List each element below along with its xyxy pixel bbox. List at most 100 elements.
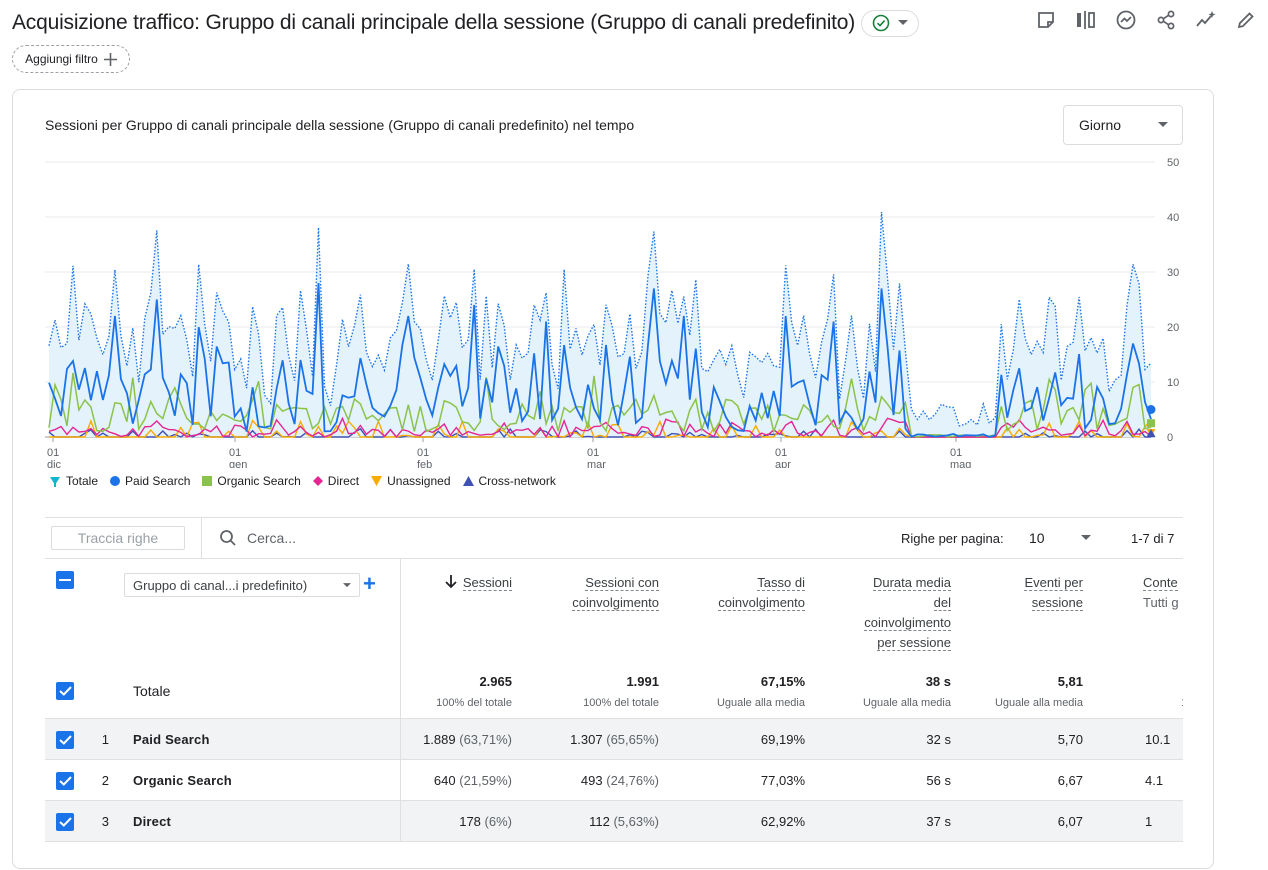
dimension-selector[interactable]: Gruppo di canal...i predefinito) xyxy=(124,573,360,597)
y-tick-label: 40 xyxy=(1167,212,1179,224)
cell-events: 6,67 xyxy=(1057,773,1083,788)
cell-pct: (63,71%) xyxy=(459,732,512,747)
plus-icon xyxy=(103,52,117,66)
col-header-label: Eventi per xyxy=(1024,575,1083,591)
check-icon xyxy=(58,776,72,786)
legend-label: Totale xyxy=(66,474,99,488)
row-channel-name: Direct xyxy=(133,814,172,829)
edit-icon[interactable] xyxy=(1234,8,1258,32)
cell-value: 112 xyxy=(589,814,610,829)
col-header-avg-engagement[interactable]: Durata media del coinvolgimento per sess… xyxy=(827,573,951,653)
x-tick-day: 01 xyxy=(417,447,429,459)
legend-item-unassigned[interactable]: Unassigned xyxy=(371,474,451,488)
rows-per-page-select[interactable]: 10 xyxy=(1029,525,1091,551)
x-tick-day: 01 xyxy=(587,447,599,459)
col-header-label: Conte xyxy=(1143,575,1178,591)
report-toolbar xyxy=(1034,8,1258,32)
col-header-label: Tasso di xyxy=(757,575,805,591)
table-row[interactable]: 3 Direct 178 (6%) 112 (5,63%) 62,92% 37 … xyxy=(45,801,1183,842)
insights-icon[interactable] xyxy=(1114,8,1138,32)
search-input[interactable] xyxy=(245,527,545,549)
dimension-divider xyxy=(400,719,401,759)
table-row[interactable]: 1 Paid Search 1.889 (63,71%) 1.307 (65,6… xyxy=(45,719,1183,760)
triangle-down-marker-icon xyxy=(371,476,383,486)
cell-duration: 56 s xyxy=(926,773,951,788)
cell-conversions: 10.1 xyxy=(1145,732,1171,747)
search-icon xyxy=(219,529,237,550)
track-rows-button[interactable]: Traccia righe xyxy=(51,526,185,550)
row-checkbox[interactable] xyxy=(56,772,74,790)
legend-item-organic-search[interactable]: Organic Search xyxy=(202,474,301,488)
cell-sessions: 640 (21,59%) xyxy=(400,773,512,788)
row-checkbox[interactable] xyxy=(56,731,74,749)
x-tick-month: apr xyxy=(775,459,791,468)
cell-sessions: 178 (6%) xyxy=(400,814,512,829)
legend-item-paid-search[interactable]: Paid Search xyxy=(110,474,190,488)
select-all-checkbox[interactable] xyxy=(56,571,74,589)
pin-icon xyxy=(50,477,60,487)
dimension-divider xyxy=(400,801,401,841)
y-tick-label: 0 xyxy=(1167,432,1173,444)
cell-rate: 77,03% xyxy=(760,773,805,788)
cell-value: 493 xyxy=(580,773,603,788)
check-circle-icon xyxy=(872,14,890,32)
total-sessions: 2.965 xyxy=(479,674,512,689)
rows-per-page-value: 10 xyxy=(1029,530,1045,546)
share-icon[interactable] xyxy=(1154,8,1178,32)
check-icon xyxy=(58,817,72,827)
col-header-engagement-rate[interactable]: Tasso di coinvolgimento xyxy=(681,573,805,613)
dimension-selector-label: Gruppo di canal...i predefinito) xyxy=(133,577,308,593)
x-tick-month: mar xyxy=(587,459,606,468)
x-tick-month: mag xyxy=(950,459,971,468)
legend-item-direct[interactable]: Direct xyxy=(312,474,359,488)
legend-item-totale[interactable]: Totale xyxy=(49,474,98,488)
total-engaged-sub: 100% del totale xyxy=(583,697,659,709)
x-tick-month: dic xyxy=(47,459,62,468)
col-header-label: sessione xyxy=(1031,595,1083,611)
cell-sessions: 1.889 (63,71%) xyxy=(400,732,512,747)
square-marker-icon xyxy=(202,476,213,486)
col-header-conversions[interactable]: Conte Tutti g xyxy=(1143,573,1183,613)
total-rate: 67,15% xyxy=(760,674,805,689)
row-index: 1 xyxy=(101,732,109,747)
sessions-line-chart: 0102030405001dic01gen01feb01mar01apr01ma… xyxy=(45,157,1179,468)
col-header-events-per-session[interactable]: Eventi per sessione xyxy=(965,573,1083,613)
track-rows-label: Traccia righe xyxy=(77,530,159,546)
rows-per-page-label: Righe per pagina: xyxy=(901,531,1004,546)
col-header-sessions[interactable]: Sessioni xyxy=(425,573,512,593)
caret-down-icon xyxy=(1158,122,1168,127)
total-duration-sub: Uguale alla media xyxy=(862,697,951,709)
row-index: 2 xyxy=(101,773,109,788)
cell-duration: 32 s xyxy=(926,732,951,747)
legend-label: Unassigned xyxy=(387,474,451,488)
pager-range: 1-7 di 7 xyxy=(1131,531,1175,546)
legend-label: Organic Search xyxy=(217,474,301,488)
circle-marker-icon xyxy=(110,476,121,486)
legend-item-cross-network[interactable]: Cross-network xyxy=(462,474,556,488)
add-dimension-button[interactable]: + xyxy=(363,571,376,596)
total-events: 5,81 xyxy=(1057,674,1083,689)
series-line-direct xyxy=(48,416,1152,439)
x-tick-day: 01 xyxy=(775,447,787,459)
compare-icon[interactable] xyxy=(1074,8,1098,32)
caret-down-icon xyxy=(343,582,351,587)
cell-events: 5,70 xyxy=(1057,732,1083,747)
sparkle-icon[interactable] xyxy=(1194,8,1218,32)
table-row[interactable]: 2 Organic Search 640 (21,59%) 493 (24,76… xyxy=(45,760,1183,801)
cell-conversions: 4.1 xyxy=(1145,773,1164,788)
cell-value: 1.307 xyxy=(570,732,603,747)
series-area-totale xyxy=(49,212,1151,437)
caret-down-icon xyxy=(1081,535,1091,540)
cell-pct: (24,76%) xyxy=(606,773,659,788)
note-icon[interactable] xyxy=(1034,8,1058,32)
granularity-select[interactable]: Giorno xyxy=(1063,105,1183,145)
totals-checkbox[interactable] xyxy=(56,682,74,700)
col-header-engaged-sessions[interactable]: Sessioni con coinvolgimento xyxy=(535,573,659,613)
row-checkbox[interactable] xyxy=(56,813,74,831)
cell-value: 178 xyxy=(459,814,481,829)
status-dropdown[interactable] xyxy=(861,9,920,37)
end-marker-paid-search xyxy=(1146,405,1156,414)
legend-label: Cross-network xyxy=(478,474,556,488)
add-filter-button[interactable]: Aggiungi filtro xyxy=(12,45,130,73)
x-tick-month: feb xyxy=(417,459,432,468)
